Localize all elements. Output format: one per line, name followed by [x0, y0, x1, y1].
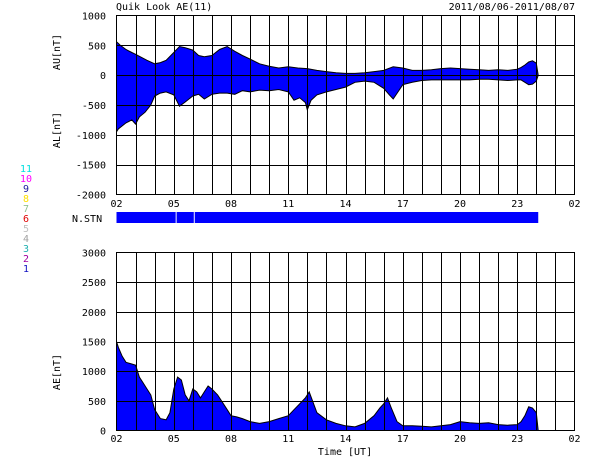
x-tick-label: 05 — [168, 434, 180, 445]
y-tick-label: 500 — [88, 41, 106, 52]
x-tick-label: 02 — [568, 434, 580, 445]
ae-series-area — [116, 341, 539, 431]
ae-axis-label: AE[nT] — [52, 354, 63, 390]
x-tick-label: 23 — [511, 199, 523, 210]
ae-y-ticks: 3000 2500 2000 1500 1000 500 0 — [82, 249, 106, 438]
y-tick-label: 1000 — [82, 367, 106, 378]
x-tick-label: 11 — [282, 434, 294, 445]
ae-plot — [116, 341, 539, 431]
date-range: 2011/08/06-2011/08/07 — [449, 2, 575, 13]
x-axis-label: Time [UT] — [318, 447, 372, 458]
x-tick-label: 14 — [339, 199, 351, 210]
y-tick-label: 1000 — [82, 12, 106, 23]
x-tick-label: 08 — [225, 199, 237, 210]
nstn-segment — [194, 212, 539, 223]
y-tick-label: 3000 — [82, 249, 106, 260]
y-tick-label: 1500 — [82, 338, 106, 349]
x-tick-label: 08 — [225, 434, 237, 445]
y-tick-label: -2000 — [76, 191, 106, 202]
station-count-label: 7 — [23, 204, 29, 215]
x-tick-label: 20 — [454, 199, 466, 210]
x-tick-label: 02 — [110, 199, 122, 210]
au-al-frame — [116, 15, 575, 195]
x-tick-label: 17 — [397, 199, 409, 210]
nstn-segment — [176, 212, 194, 223]
y-tick-label: 2500 — [82, 278, 106, 289]
ae-x-ticks: 02 05 08 11 14 17 20 23 02 — [110, 434, 580, 445]
y-tick-label: -1500 — [76, 161, 106, 172]
chart-title: Quik Look AE(11) — [116, 2, 212, 13]
au-al-panel: 1000 500 0 -500 -1000 -1500 -2000 02 05 08 11 14 17… — [52, 12, 581, 211]
x-tick-label: 17 — [397, 434, 409, 445]
station-count-label: 6 — [23, 214, 29, 225]
station-count-label: 9 — [23, 184, 29, 195]
ae-frame — [116, 252, 575, 431]
au-series-area — [116, 41, 539, 76]
au-axis-label: AU[nT] — [52, 34, 63, 70]
al-series-area — [116, 75, 539, 132]
y-tick-label: 2000 — [82, 308, 106, 319]
y-tick-label: -1000 — [76, 131, 106, 142]
au-al-y-ticks: 1000 500 0 -500 -1000 -1500 -2000 — [76, 12, 106, 202]
al-axis-label: AL[nT] — [52, 112, 63, 148]
x-tick-label: 11 — [282, 199, 294, 210]
station-count-label: 4 — [23, 234, 29, 245]
au-al-plot — [116, 41, 539, 133]
station-count-label: 8 — [23, 194, 29, 205]
x-tick-label: 20 — [454, 434, 466, 445]
station-count-label: 2 — [23, 254, 29, 265]
au-al-grid — [116, 15, 575, 195]
x-tick-label: 05 — [168, 199, 180, 210]
x-tick-label: 02 — [110, 434, 122, 445]
y-tick-label: -500 — [82, 101, 106, 112]
al-series-line — [116, 75, 539, 133]
nstn-segment — [116, 212, 176, 223]
station-count-label: 3 — [23, 244, 29, 255]
nstn-panel: N.STN — [72, 212, 539, 225]
y-tick-label: 0 — [100, 427, 106, 438]
x-tick-label: 02 — [568, 199, 580, 210]
nstn-label: N.STN — [72, 214, 102, 225]
au-series-line — [116, 41, 539, 76]
ae-panel: 3000 2500 2000 1500 1000 500 0 02 05 08 11 14 17 20 2… — [52, 249, 581, 459]
nstn-bars — [116, 212, 539, 223]
station-count-label: 10 — [20, 174, 32, 185]
y-tick-label: 0 — [100, 71, 106, 82]
au-al-x-ticks: 02 05 08 11 14 17 20 23 02 — [110, 199, 580, 210]
station-count-label: 11 — [20, 164, 32, 175]
y-tick-label: 500 — [88, 397, 106, 408]
x-tick-label: 23 — [511, 434, 523, 445]
station-count-label: 1 — [23, 264, 29, 275]
x-tick-label: 14 — [339, 434, 351, 445]
ae-grid — [116, 252, 575, 431]
station-count-label: 5 — [23, 224, 29, 235]
